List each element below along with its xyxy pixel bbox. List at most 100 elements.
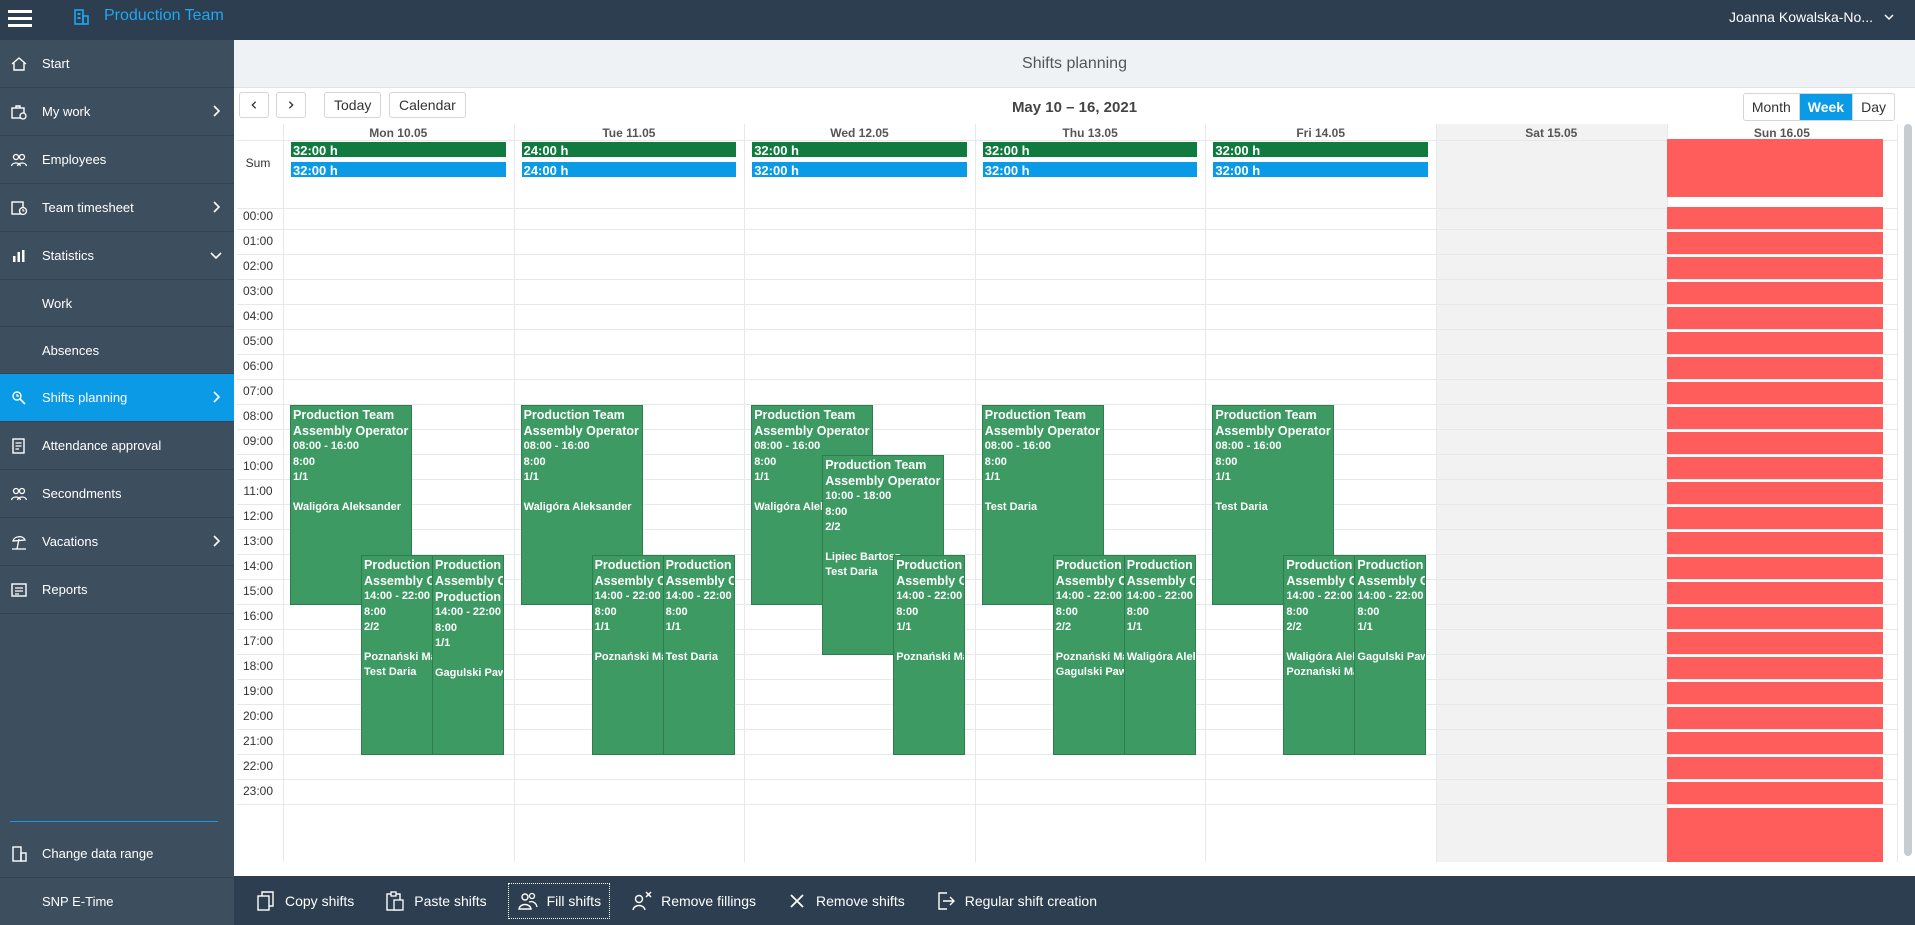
holiday-cell[interactable]	[1666, 682, 1884, 704]
hour-label: 03:00	[242, 284, 274, 298]
holiday-cell[interactable]	[1666, 282, 1884, 304]
sidebar-item-secondments[interactable]: Secondments	[0, 470, 234, 518]
shift-time: 08:00 - 16:00	[523, 440, 590, 452]
holiday-cell[interactable]	[1666, 207, 1884, 229]
regular-shift-creation-button[interactable]: Regular shift creation	[926, 883, 1106, 919]
sidebar-item-team-timesheet[interactable]: Team timesheet	[0, 184, 234, 232]
holiday-cell[interactable]	[1666, 808, 1884, 862]
sidebar-item-change-data-range[interactable]: Change data range	[0, 830, 234, 878]
holiday-cell[interactable]	[1666, 482, 1884, 504]
holiday-cell[interactable]	[1666, 782, 1884, 804]
day-header[interactable]: Mon 10.05	[369, 126, 428, 140]
shift-card[interactable]: Production Team Assembly Operator Producti…	[432, 555, 504, 755]
paste-shifts-button[interactable]: Paste shifts	[375, 883, 495, 919]
shift-fill: 1/1	[293, 471, 309, 483]
shift-card[interactable]: Production Team Assembly Operator 14:00 - …	[662, 555, 735, 755]
sidebar-item-work[interactable]: Work	[0, 280, 234, 327]
sum-filled-bar: 32:00 h	[751, 161, 968, 178]
menu-icon[interactable]	[8, 6, 32, 28]
holiday-cell[interactable]	[1666, 732, 1884, 754]
sidebar-item-snp-e-time[interactable]: SNP E-Time	[0, 878, 234, 925]
sidebar-item-my-work[interactable]: My work	[0, 88, 234, 136]
shift-time: 08:00 - 16:00	[754, 440, 821, 452]
holiday-cell[interactable]	[1666, 632, 1884, 654]
shift-fill: 1/1	[665, 621, 681, 633]
holiday-cell[interactable]	[1666, 407, 1884, 429]
holiday-cell[interactable]	[1666, 707, 1884, 729]
holiday-cell[interactable]	[1666, 357, 1884, 379]
holiday-cell[interactable]	[1666, 532, 1884, 554]
view-day-button[interactable]: Day	[1852, 94, 1894, 120]
shift-card[interactable]: Production Team Assembly Operator 14:00 - …	[1283, 555, 1356, 755]
hour-label: 13:00	[242, 534, 274, 548]
view-week-button[interactable]: Week	[1798, 94, 1853, 120]
remove-shifts-button[interactable]: Remove shifts	[777, 883, 914, 919]
shift-card[interactable]: Production Team Assembly Operator 14:00 - …	[591, 555, 664, 755]
shift-card[interactable]: Production Team Assembly Operator 14:00 - …	[893, 555, 966, 755]
calendar-button[interactable]: Calendar	[389, 92, 466, 118]
holiday-cell[interactable]	[1666, 232, 1884, 254]
day-header[interactable]: Wed 12.05	[830, 126, 889, 140]
shift-role: Assembly Operator	[435, 574, 503, 588]
day-header[interactable]: Tue 11.05	[602, 126, 656, 140]
fill-people-icon	[517, 892, 538, 910]
holiday-cell[interactable]	[1666, 507, 1884, 529]
shift-duration: 8:00	[825, 505, 848, 518]
holiday-cell[interactable]	[1666, 757, 1884, 779]
sidebar-item-employees[interactable]: Employees	[0, 136, 234, 184]
sidebar-item-reports[interactable]: Reports	[0, 566, 234, 614]
hour-label: 08:00	[242, 409, 274, 423]
previous-week-button[interactable]	[239, 92, 269, 118]
shift-role: Assembly Operator	[1286, 574, 1354, 588]
shift-employee: Waligóra Aleksander	[1286, 650, 1354, 663]
sidebar-item-start[interactable]: Start	[0, 40, 234, 88]
view-switcher: Month Week Day	[1742, 93, 1895, 121]
day-header[interactable]: Fri 14.05	[1296, 126, 1346, 140]
shift-duration: 8:00	[665, 605, 688, 618]
shift-card[interactable]: Production Team Assembly Operator 14:00 - …	[361, 555, 433, 755]
holiday-cell[interactable]	[1666, 657, 1884, 679]
day-header[interactable]: Sun 16.05	[1753, 126, 1810, 140]
holiday-cell[interactable]	[1666, 582, 1884, 604]
shift-team: Production Team	[435, 558, 503, 572]
sidebar-item-absences[interactable]: Absences	[0, 327, 234, 374]
sidebar-item-attendance-approval[interactable]: Attendance approval	[0, 422, 234, 470]
day-header[interactable]: Sat 15.05	[1525, 126, 1578, 140]
holiday-cell[interactable]	[1666, 307, 1884, 329]
vertical-scrollbar[interactable]	[1904, 124, 1912, 856]
sidebar-item-vacations[interactable]: Vacations	[0, 518, 234, 566]
fill-shifts-button[interactable]: Fill shifts	[507, 882, 611, 919]
shift-card[interactable]: Production Team Assembly Operator 14:00 - …	[1123, 555, 1196, 755]
shift-fill: 1/1	[1215, 471, 1231, 483]
sidebar-item-statistics[interactable]: Statistics	[0, 232, 234, 280]
shift-card[interactable]: Production Team Assembly Operator 14:00 - …	[1052, 555, 1125, 755]
shift-role: Assembly Operator	[984, 424, 1101, 438]
shift-fill: 1/1	[1126, 621, 1143, 633]
copy-shifts-button[interactable]: Copy shifts	[246, 883, 363, 919]
sidebar-item-shifts-planning[interactable]: Shifts planning	[0, 374, 234, 422]
holiday-cell[interactable]	[1666, 382, 1884, 404]
next-week-button[interactable]	[276, 92, 306, 118]
holiday-cell[interactable]	[1666, 607, 1884, 629]
app-title[interactable]: Production Team	[104, 7, 224, 24]
building-icon	[74, 9, 89, 25]
hour-label: 14:00	[242, 559, 274, 573]
hour-label: 04:00	[242, 309, 274, 323]
main-content: Shifts planning Today Calendar May 10 – …	[234, 40, 1915, 925]
day-header[interactable]: Thu 13.05	[1062, 126, 1118, 140]
shift-time: 14:00 - 22:00	[665, 590, 732, 602]
row-divider	[237, 779, 1898, 780]
holiday-cell[interactable]	[1666, 332, 1884, 354]
shift-card[interactable]: Production Team Assembly Operator 14:00 - …	[1354, 555, 1427, 755]
action-bar: Copy shifts Paste shifts Fill shifts Rem…	[234, 876, 1915, 925]
today-button[interactable]: Today	[324, 92, 382, 118]
holiday-cell[interactable]	[1666, 557, 1884, 579]
holiday-cell[interactable]	[1666, 457, 1884, 479]
user-menu[interactable]: Joanna Kowalska-No...	[1729, 9, 1895, 25]
holiday-cell[interactable]	[1666, 432, 1884, 454]
holiday-cell[interactable]	[1666, 139, 1884, 197]
shift-team: Production Team	[1055, 558, 1124, 572]
holiday-cell[interactable]	[1666, 257, 1884, 279]
remove-fillings-button[interactable]: Remove fillings	[622, 883, 765, 919]
view-month-button[interactable]: Month	[1743, 94, 1799, 120]
